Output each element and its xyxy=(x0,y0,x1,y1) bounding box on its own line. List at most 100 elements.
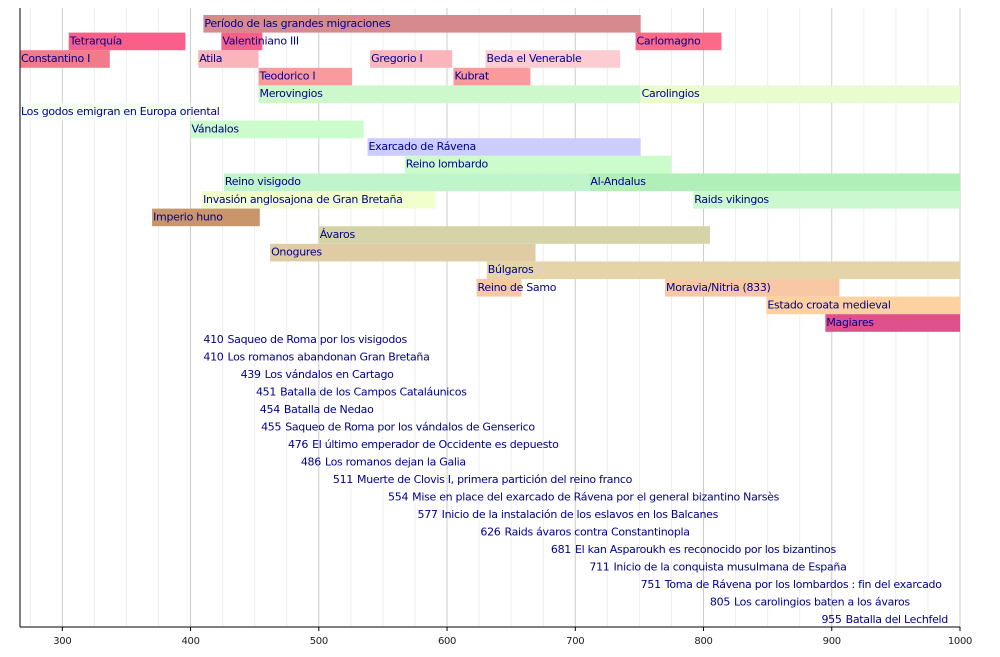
period-label: Invasión anglosajona de Gran Bretaña xyxy=(203,193,402,206)
event-year: 410 xyxy=(203,333,223,346)
period-label: Atila xyxy=(199,52,222,65)
event-year: 455 xyxy=(261,420,281,433)
event-year: 626 xyxy=(480,525,500,538)
period-bar xyxy=(404,155,672,174)
event-year: 454 xyxy=(260,403,280,416)
period-label: Magiares xyxy=(826,316,874,329)
period-bar xyxy=(258,67,353,86)
event-year: 486 xyxy=(301,455,321,468)
period-bar xyxy=(453,67,531,86)
period-label: Reino de Samo xyxy=(478,281,557,294)
event-label: 410 Los romanos abandonan Gran Bretaña xyxy=(203,350,429,363)
event-text: El kan Asparoukh es reconocido por los b… xyxy=(575,543,836,556)
event-label: 751 Toma de Rávena por los lombardos : fi… xyxy=(641,578,943,591)
event-text: Los romanos abandonan Gran Bretaña xyxy=(227,350,429,363)
period-bar xyxy=(221,32,263,51)
event-label: 454 Batalla de Nedao xyxy=(260,403,374,416)
period-bar xyxy=(370,50,453,68)
x-tick-label: 700 xyxy=(566,636,584,647)
period-bar xyxy=(476,279,522,297)
event-text: Mise en place del exarcado de Rávena por… xyxy=(412,490,779,503)
event-label: 805 Los carolingios baten a los ávaros xyxy=(710,595,911,608)
x-tick-label: 300 xyxy=(53,636,71,647)
period-bar xyxy=(258,85,641,103)
x-tick-label: 800 xyxy=(694,636,712,647)
period-bar xyxy=(693,191,960,209)
period-label: Valentiniano III xyxy=(222,34,299,47)
x-tick-label: 400 xyxy=(181,636,199,647)
event-year: 476 xyxy=(288,438,308,451)
event-label: 955 Batalla del Lechfeld xyxy=(821,613,948,626)
event-text: Batalla de Nedao xyxy=(284,403,374,416)
event-label: 511 Muerte de Clovis I, primera partición… xyxy=(333,473,633,486)
event-text: El último emperador de Occidente es depu… xyxy=(312,438,559,451)
event-year: 511 xyxy=(333,473,353,486)
event-year: 805 xyxy=(710,595,730,608)
event-label: 439 Los vándalos en Cartago xyxy=(241,368,395,381)
event-text: Batalla de los Campos Cataláunicos xyxy=(280,385,467,398)
period-bar xyxy=(825,314,960,332)
period-label: Los godos emigran en Europa oriental xyxy=(21,105,220,118)
period-bar xyxy=(367,138,641,156)
event-text: Inicio de la conquista musulmana de Espa… xyxy=(613,560,846,573)
period-label: Período de las grandes migraciones xyxy=(204,17,391,30)
period-label: Tetrarquía xyxy=(69,34,122,47)
period-label: Beda el Venerable xyxy=(487,52,583,65)
period-label: Imperio huno xyxy=(153,210,223,223)
event-text: Raids ávaros contra Constantinopla xyxy=(504,525,689,538)
event-year: 577 xyxy=(418,508,438,521)
event-label: 711 Inicio de la conquista musulmana de E… xyxy=(589,560,846,573)
period-bar xyxy=(198,50,259,68)
period-bar xyxy=(202,191,436,209)
period-label: Onogures xyxy=(271,246,322,259)
event-year: 751 xyxy=(641,578,661,591)
event-text: Inicio de la instalación de los eslavos … xyxy=(442,508,719,521)
period-label: Reino visigodo xyxy=(225,175,301,188)
period-bar xyxy=(68,32,186,51)
event-text: Los romanos dejan la Galia xyxy=(325,455,466,468)
event-year: 554 xyxy=(388,490,408,503)
period-label: Al-Andalus xyxy=(590,175,646,188)
event-label: 451 Batalla de los Campos Cataláunicos xyxy=(256,385,467,398)
event-year: 955 xyxy=(821,613,841,626)
event-label: 486 Los romanos dejan la Galia xyxy=(301,455,466,468)
event-text: Saqueo de Roma por los visigodos xyxy=(227,333,407,346)
period-label: Gregorio I xyxy=(371,52,422,65)
event-text: Toma de Rávena por los lombardos : fin d… xyxy=(664,578,942,591)
event-year: 681 xyxy=(551,543,571,556)
event-label: 476 El último emperador de Occidente es d… xyxy=(288,438,559,451)
event-text: Batalla del Lechfeld xyxy=(846,613,948,626)
event-text: Los carolingios baten a los ávaros xyxy=(734,595,910,608)
x-tick-label: 1000 xyxy=(948,636,972,647)
event-year: 451 xyxy=(256,385,276,398)
period-bar xyxy=(20,50,110,68)
event-label: 554 Mise en place del exarcado de Rávena … xyxy=(388,490,780,503)
event-label: 410 Saqueo de Roma por los visigodos xyxy=(203,333,407,346)
period-bar xyxy=(190,120,364,139)
period-label: Teodorico I xyxy=(259,70,316,83)
period-label: Vándalos xyxy=(192,122,240,135)
period-label: Constantino I xyxy=(21,52,90,65)
event-year: 711 xyxy=(589,560,609,573)
period-bar xyxy=(203,15,641,33)
event-year: 410 xyxy=(203,350,223,363)
period-label: Raids vikingos xyxy=(694,193,769,206)
event-text: Saqueo de Roma por los vándalos de Gense… xyxy=(285,420,535,433)
period-bar xyxy=(486,261,960,279)
period-bar xyxy=(766,296,960,315)
period-label: Ávaros xyxy=(320,228,356,241)
event-text: Muerte de Clovis I, primera partición de… xyxy=(357,473,633,486)
period-bar xyxy=(152,208,260,227)
x-tick-label: 500 xyxy=(310,636,328,647)
event-label: 455 Saqueo de Roma por los vándalos de Ge… xyxy=(261,420,535,433)
period-label: Carlomagno xyxy=(637,34,701,47)
event-year: 439 xyxy=(241,368,261,381)
period-label: Búlgaros xyxy=(488,263,534,276)
event-label: 681 El kan Asparoukh es reconocido por lo… xyxy=(551,543,837,556)
period-label: Estado croata medieval xyxy=(767,298,891,311)
period-bar xyxy=(640,85,960,103)
period-label: Reino lombardo xyxy=(406,158,489,171)
period-bar xyxy=(318,226,710,244)
event-label: 626 Raids ávaros contra Constantinopla xyxy=(480,525,689,538)
